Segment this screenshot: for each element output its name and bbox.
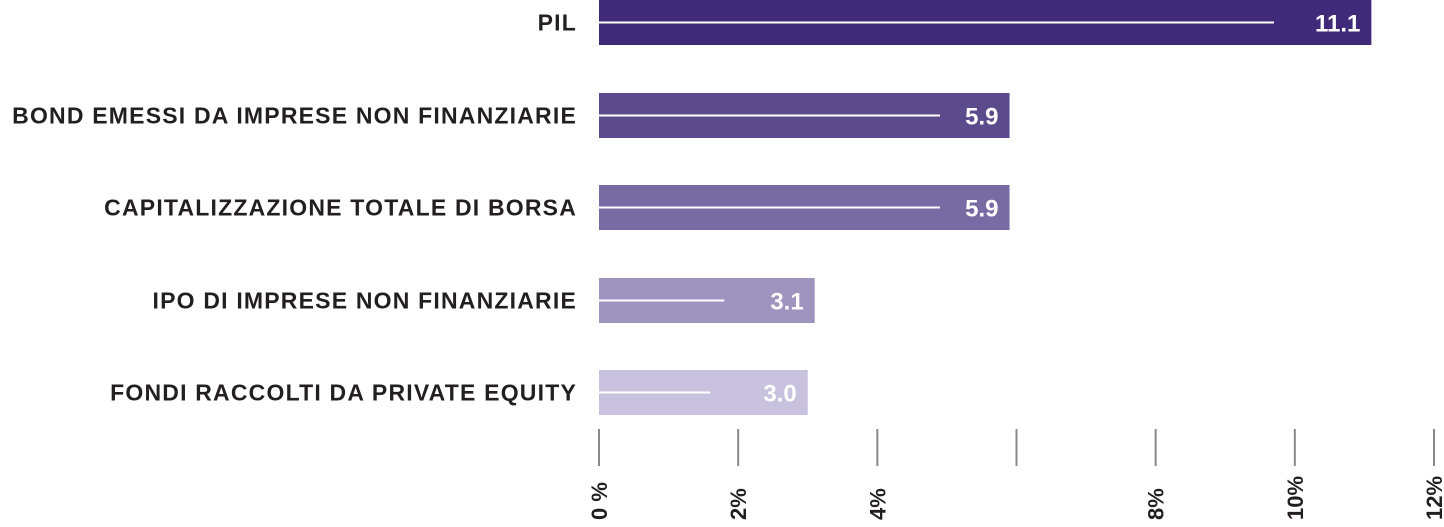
x-tick-label: 2% [726, 488, 751, 520]
x-tick-label: 10% [1283, 476, 1308, 520]
x-tick-label: 0 % [587, 482, 612, 520]
bar-value-label: 11.1 [1315, 11, 1360, 38]
bar-value-label: 5.9 [965, 196, 998, 223]
x-tick-label: 12% [1422, 476, 1444, 520]
category-label: CAPITALIZZAZIONE TOTALE DI BORSA [104, 195, 577, 221]
category-label: FONDI RACCOLTI DA PRIVATE EQUITY [110, 380, 577, 406]
category-label: PIL [538, 10, 577, 36]
x-tick-label: 8% [1144, 488, 1169, 520]
category-label: IPO DI IMPRESE NON FINANZIARIE [153, 288, 577, 314]
bar-value-label: 5.9 [965, 104, 998, 131]
category-label: BOND EMESSI DA IMPRESE NON FINANZIARIE [12, 103, 577, 129]
bar-value-label: 3.1 [770, 289, 803, 316]
x-axis: 0 % 2% 4% 8% 10% 12% [587, 429, 1444, 520]
bars-group: PIL 11.1 BOND EMESSI DA IMPRESE NON FINANZ… [12, 0, 1372, 415]
bar-value-label: 3.0 [763, 381, 796, 408]
x-tick-label: 4% [865, 488, 890, 520]
